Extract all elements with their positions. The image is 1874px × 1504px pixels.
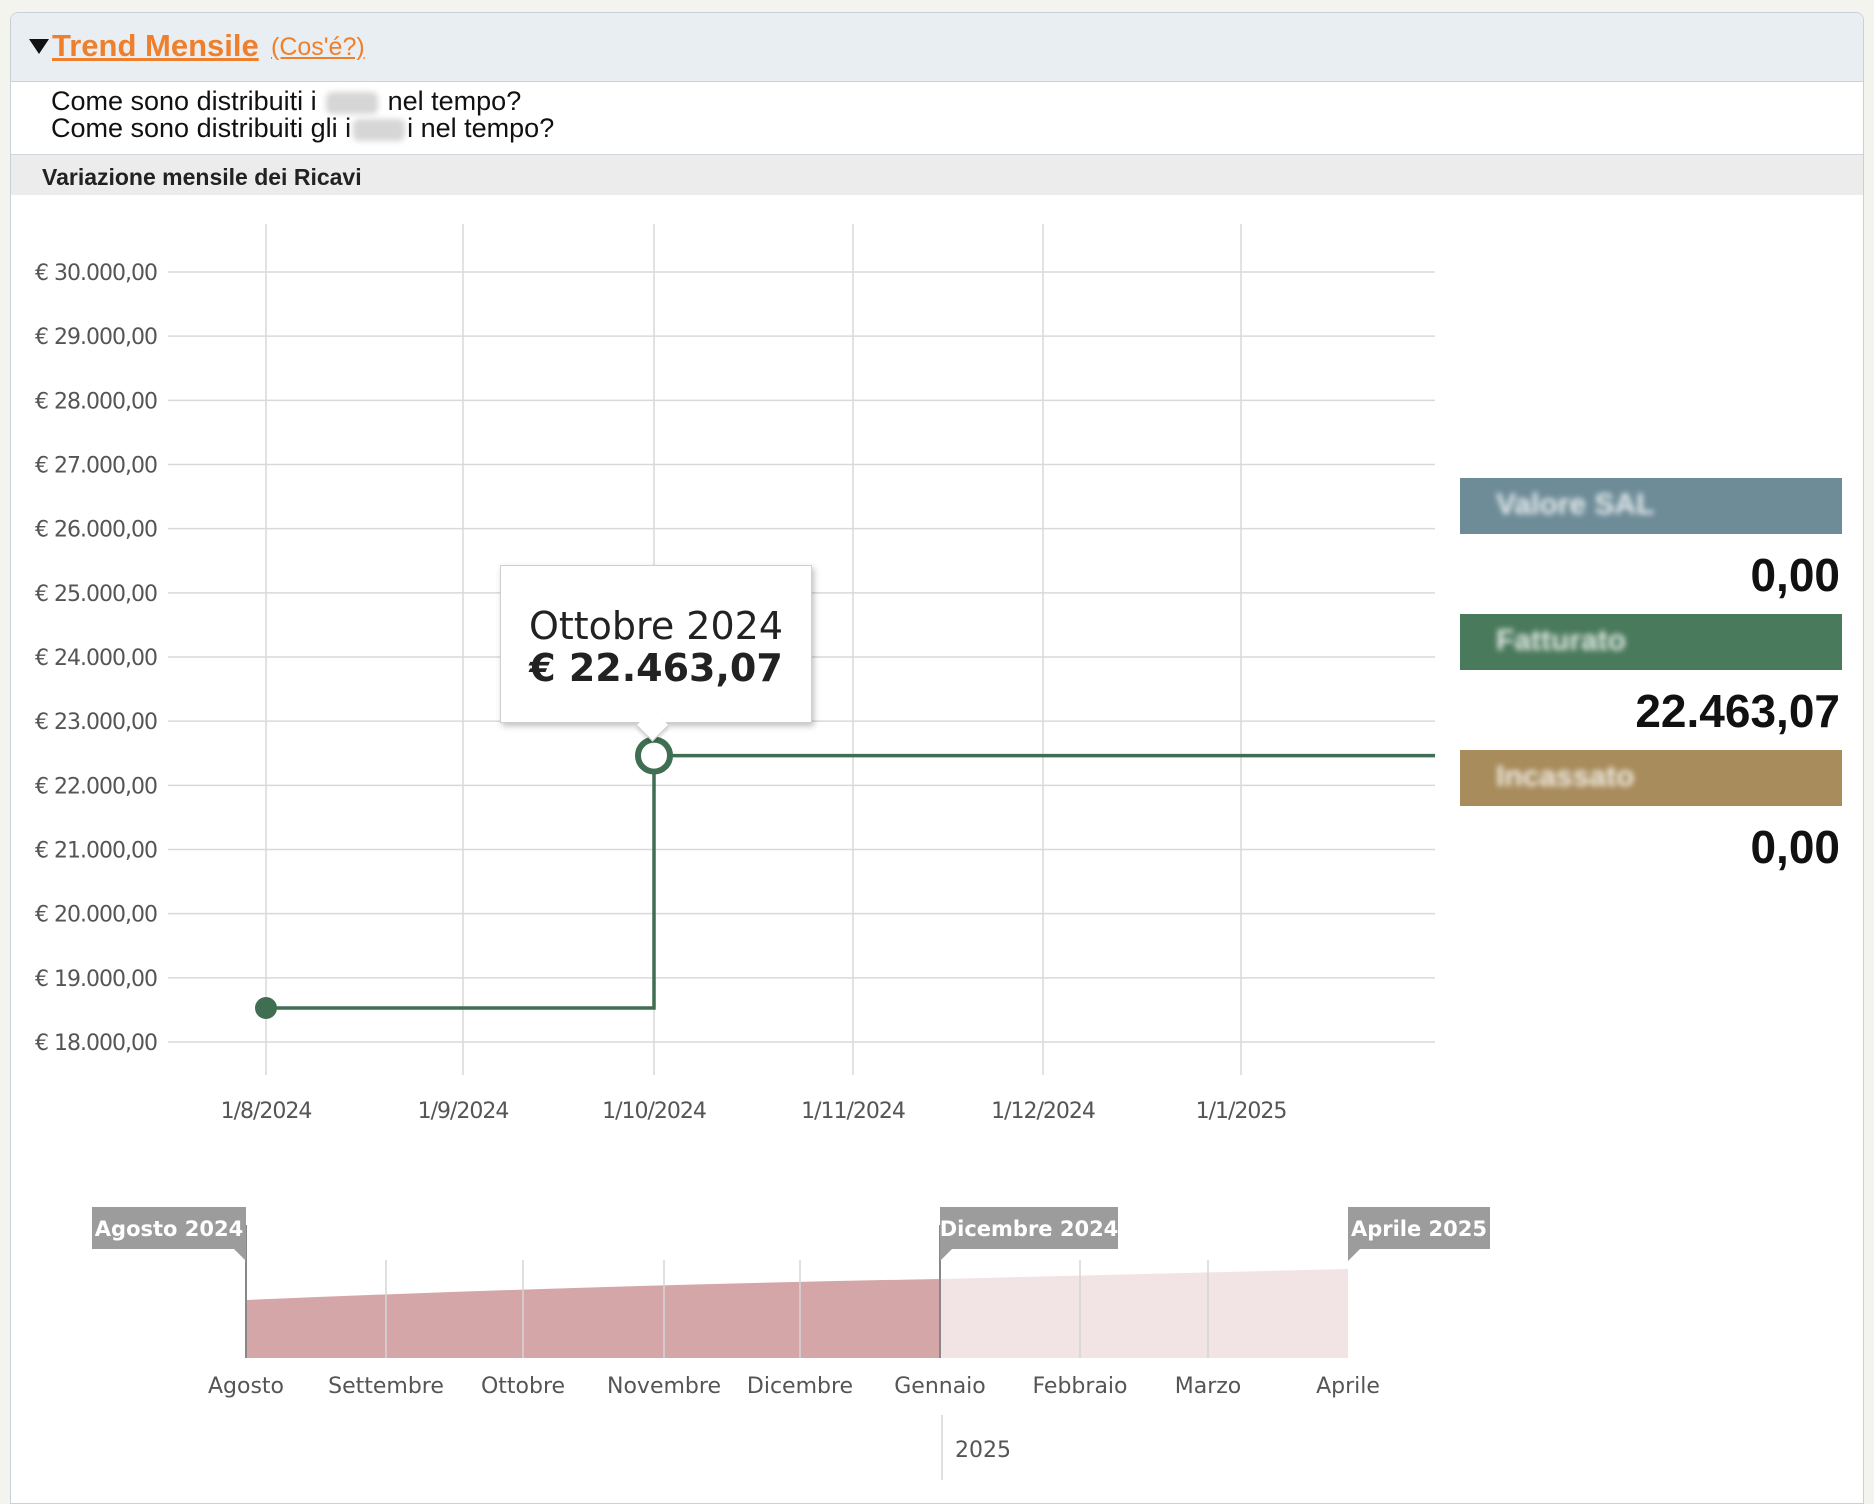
question-1-start: Come sono distribuiti i [51,86,325,116]
navigator-month-label: Marzo [1175,1374,1242,1399]
navigator-unselected-area [940,1269,1348,1358]
y-tick-label: € 22.000,00 [35,774,157,799]
y-tick-label: € 30.000,00 [35,261,157,286]
navigator-month-label: Settembre [328,1374,444,1399]
y-tick-label: € 29.000,00 [35,325,157,350]
navigator-flag-pointer [234,1249,246,1261]
x-tick-label: 1/9/2024 [418,1099,509,1124]
y-tick-label: € 24.000,00 [35,646,157,671]
legend-value-fatturato: 22.463,07 [1635,685,1840,737]
question-1-end: nel tempo? [380,86,522,116]
y-tick-label: € 28.000,00 [35,389,157,414]
navigator-month-label: Novembre [607,1374,721,1399]
x-tick-label: 1/12/2024 [991,1099,1095,1124]
legend-label: Valore SAL [1496,488,1655,521]
legend-label: Fatturato [1496,624,1626,657]
navigator-flag-pointer [1348,1249,1360,1261]
tooltip-title: Ottobre 2024 [528,604,784,648]
y-tick-label: € 23.000,00 [35,710,157,735]
navigator-month-label: Dicembre [747,1374,853,1399]
collapse-triangle-icon[interactable] [29,39,49,54]
chart-section-header: Variazione mensile dei Ricavi [11,154,1863,195]
navigator-selected-area [246,1279,940,1358]
panel-title-link[interactable]: Trend Mensile [52,28,259,63]
x-tick-label: 1/11/2024 [801,1099,905,1124]
y-tick-label: € 27.000,00 [35,454,157,479]
x-tick-label: 1/10/2024 [602,1099,706,1124]
navigator-flag-bg [92,1207,246,1249]
data-point [255,996,277,1019]
navigator-year-label: 2025 [955,1438,1011,1463]
navigator-month-label: Ottobre [481,1374,565,1399]
navigator-month-label: Agosto [208,1374,284,1399]
navigator-flag-start[interactable]: Agosto 2024 [92,1207,246,1261]
navigator-month-label: Aprile [1316,1374,1380,1399]
tooltip-value: € 22.463,07 [529,646,783,690]
navigator-flag-bg [940,1207,1118,1249]
redacted-word [326,91,379,114]
navigator-flag-max[interactable]: Aprile 2025 [1348,1207,1490,1261]
y-tick-label: € 21.000,00 [35,839,157,864]
legend-value-valore-sal: 0,00 [1750,549,1840,601]
redacted-word [353,118,406,141]
question-line-2: Come sono distribuiti gli i i nel tempo? [51,113,554,144]
y-tick-label: € 26.000,00 [35,518,157,543]
panel-header: Trend Mensile (Cos'é?) [11,13,1863,82]
legend-valore-sal: Valore SAL [1460,478,1842,534]
navigator-month-label: Gennaio [894,1374,986,1399]
question-2-start: Come sono distribuiti gli i [51,113,352,143]
x-tick-label: 1/8/2024 [221,1099,312,1124]
series-line-fatturato [266,753,1435,1010]
navigator-flag-label: Dicembre 2024 [940,1217,1119,1241]
chart-section-title: Variazione mensile dei Ricavi [42,164,362,190]
legend-value-incassato: 0,00 [1750,821,1840,873]
navigator-flag-pointer [940,1249,952,1261]
x-tick-label: 1/1/2025 [1196,1099,1287,1124]
question-line-1: Come sono distribuiti i nel tempo? [51,86,521,117]
navigator-flag-bg [1348,1207,1490,1249]
question-2-end: i nel tempo? [407,113,555,143]
legend-fatturato: Fatturato [1460,614,1842,670]
y-tick-label: € 19.000,00 [35,967,157,992]
y-tick-label: € 18.000,00 [35,1031,157,1056]
navigator-flag-end[interactable]: Dicembre 2024 [940,1207,1119,1261]
y-tick-label: € 25.000,00 [35,582,157,607]
data-point-highlighted [635,736,673,775]
y-tick-label: € 20.000,00 [35,903,157,928]
legend-label: Incassato [1496,760,1635,793]
navigator-flag-label: Agosto 2024 [95,1217,243,1241]
navigator-flag-label: Aprile 2025 [1351,1217,1487,1241]
legend-incassato: Incassato [1460,750,1842,806]
help-link[interactable]: (Cos'é?) [271,33,365,61]
navigator-month-label: Febbraio [1032,1374,1127,1399]
data-point-tooltip: Ottobre 2024 € 22.463,07 [500,565,812,723]
